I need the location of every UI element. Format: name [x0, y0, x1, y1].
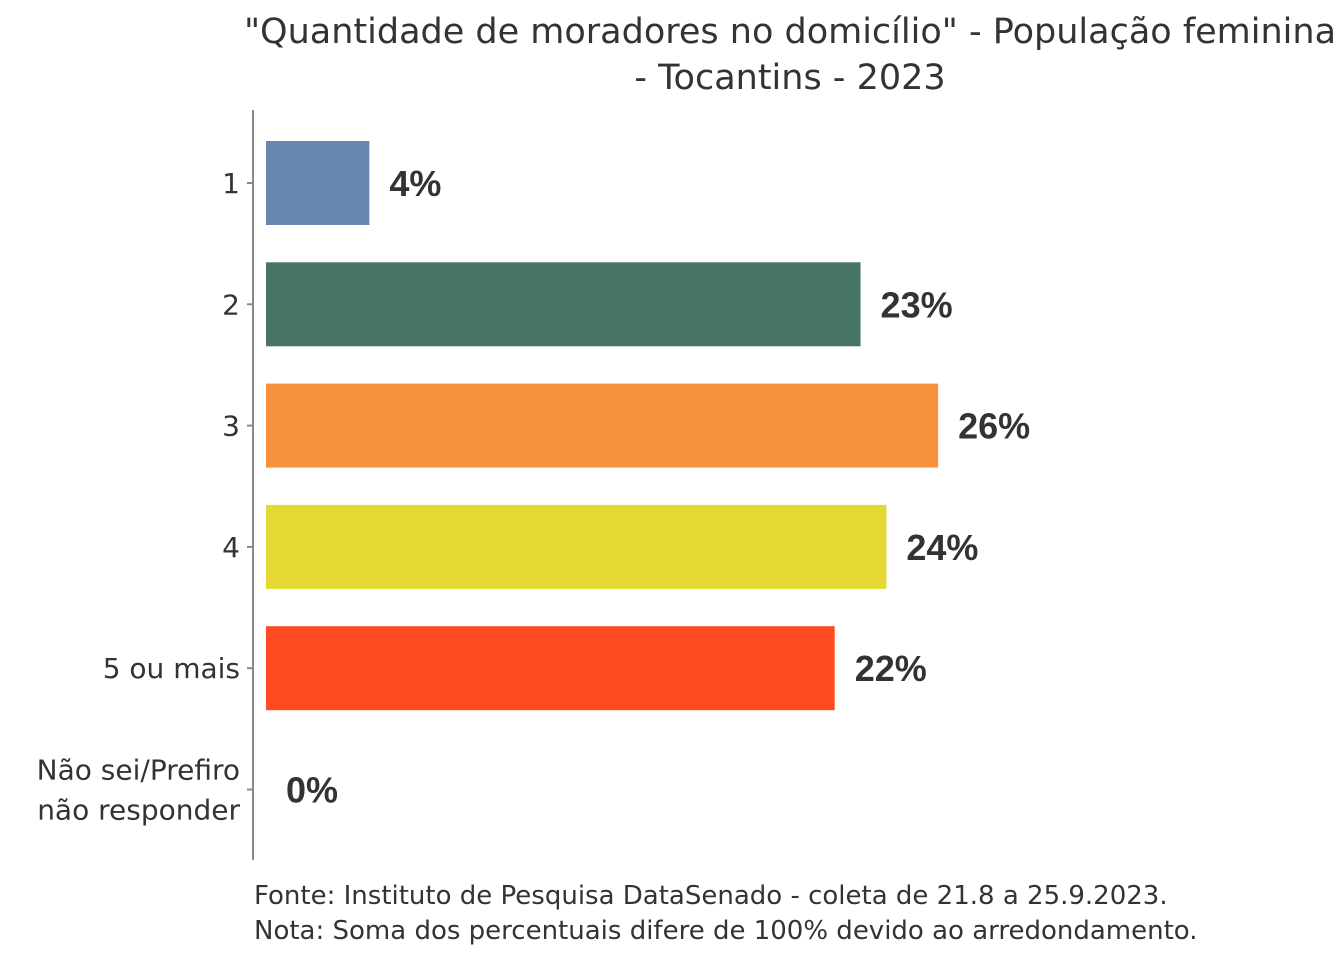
rounding-note: Nota: Soma dos percentuais difere de 100… — [254, 916, 1198, 946]
bar — [266, 141, 370, 225]
value-label: 22% — [855, 648, 927, 689]
category-label: 5 ou mais — [103, 652, 240, 685]
value-label: 26% — [958, 406, 1030, 447]
chart-title-line-1: "Quantidade de moradores no domicílio" -… — [244, 12, 1336, 52]
category-label: 1 — [222, 167, 240, 200]
category-label: 2 — [222, 288, 240, 321]
value-label: 0% — [286, 770, 338, 811]
bar — [266, 262, 861, 347]
value-label: 23% — [881, 284, 953, 325]
bar — [266, 383, 939, 468]
value-label: 4% — [389, 163, 441, 204]
chart-title-line-2: - Tocantins - 2023 — [634, 58, 945, 98]
category-label: 3 — [222, 410, 240, 443]
bar — [266, 626, 835, 711]
bar — [266, 504, 887, 589]
category-label: 4 — [222, 531, 240, 564]
category-label: Não sei/Prefiro não responder — [37, 754, 241, 827]
source-note: Fonte: Instituto de Pesquisa DataSenado … — [254, 881, 1168, 911]
value-label: 24% — [906, 527, 978, 568]
